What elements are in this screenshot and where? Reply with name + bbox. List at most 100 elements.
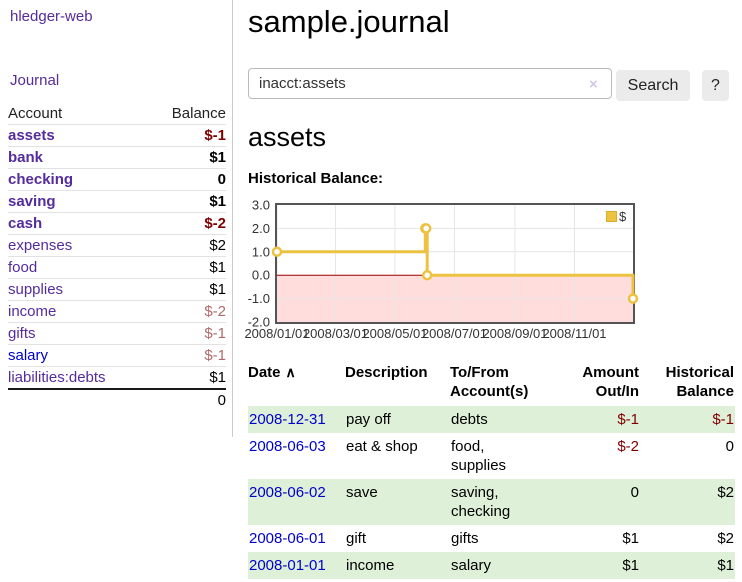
txn-description: save <box>346 484 378 501</box>
txn-balance: 0 <box>725 438 734 455</box>
txn-accounts: salary <box>451 557 492 574</box>
account-row: saving $1 <box>8 190 226 213</box>
account-column-header: Account <box>8 105 63 122</box>
y-tick-label: 2.0 <box>252 221 270 236</box>
accounts-total-value: 0 <box>168 388 226 411</box>
x-tick-label: 2008/05/01 <box>362 326 427 341</box>
amount-column-header: Amount Out/In <box>582 364 639 400</box>
search-input[interactable] <box>248 68 612 99</box>
account-row: income $-2 <box>8 300 226 323</box>
txn-amount: 0 <box>630 484 639 501</box>
x-tick-label: 2008/01/01 <box>244 326 309 341</box>
txn-date-link[interactable]: 2008-06-03 <box>249 438 326 455</box>
y-tick-label: -2.0 <box>248 315 270 330</box>
y-tick-label: 1.0 <box>252 244 270 259</box>
account-link-food[interactable]: food <box>8 259 38 276</box>
plot-border <box>275 203 635 324</box>
account-link-expenses[interactable]: expenses <box>8 237 73 254</box>
data-point-marker <box>420 223 432 234</box>
legend-label: $ <box>619 209 627 224</box>
register-table: Date ∧ Description To/From Account(s) Amo… <box>248 360 735 579</box>
account-row: checking 0 <box>8 168 226 191</box>
sort-ascending-icon[interactable]: ∧ <box>285 364 296 380</box>
txn-accounts: gifts <box>451 530 479 547</box>
account-link-saving[interactable]: saving <box>8 193 56 210</box>
account-link-checking[interactable]: checking <box>8 171 74 188</box>
register-header-row: Date ∧ Description To/From Account(s) Amo… <box>248 360 735 406</box>
account-link-salary[interactable]: salary <box>8 347 49 364</box>
txn-balance: $-1 <box>712 411 734 428</box>
data-point-marker <box>627 293 639 304</box>
page-title: sample.journal <box>248 4 450 39</box>
account-link-income[interactable]: income <box>8 303 57 320</box>
account-balance: $-2 <box>168 212 226 235</box>
account-balance: $1 <box>168 366 226 389</box>
account-link-supplies[interactable]: supplies <box>8 281 64 298</box>
x-tick-label: 2008/07/01 <box>422 326 487 341</box>
account-balance: $1 <box>168 146 226 169</box>
account-balance: $-1 <box>168 322 226 345</box>
account-row: liabilities:debts $1 <box>8 366 226 389</box>
txn-balance: $1 <box>717 557 734 574</box>
x-tick-label: 2008/03/01 <box>303 326 368 341</box>
balance-column-header: Balance <box>171 105 226 122</box>
txn-description: gift <box>346 530 367 547</box>
txn-description: eat & shop <box>346 438 418 455</box>
description-column-header: Description <box>345 364 428 381</box>
clear-search-icon[interactable]: × <box>589 76 598 93</box>
account-table-header: Account Balance <box>8 103 226 125</box>
account-balance-table: Account Balance assets $-1 bank $1 check… <box>8 103 226 411</box>
y-tick-label: 3.0 <box>252 198 270 213</box>
account-balance: $-1 <box>168 344 226 367</box>
txn-description: income <box>346 557 395 574</box>
legend-swatch-icon <box>606 211 617 222</box>
account-link-gifts[interactable]: gifts <box>8 325 36 342</box>
account-row: gifts $-1 <box>8 322 226 345</box>
help-button[interactable]: ? <box>702 70 729 101</box>
account-heading: assets <box>248 122 327 152</box>
sidebar: hledger-web Journal Account Balance asse… <box>0 0 233 437</box>
account-balance: 0 <box>168 168 226 191</box>
account-link-assets[interactable]: assets <box>8 127 55 144</box>
accounts-total-row: 0 <box>8 388 226 411</box>
account-row: expenses $2 <box>8 234 226 257</box>
txn-balance: $2 <box>717 530 734 547</box>
tofrom-column-header: To/From Account(s) <box>450 364 529 400</box>
txn-accounts: debts <box>451 411 488 428</box>
historical-balance-column-header: Historical Balance <box>665 364 734 400</box>
txn-amount: $1 <box>622 530 639 547</box>
txn-date-link[interactable]: 2008-06-02 <box>249 484 326 501</box>
account-balance: $1 <box>168 256 226 279</box>
y-tick-label: -1.0 <box>248 291 270 306</box>
account-row: supplies $1 <box>8 278 226 301</box>
x-tick-label: 2008/09/01 <box>482 326 547 341</box>
account-row: bank $1 <box>8 146 226 169</box>
account-link-bank[interactable]: bank <box>8 149 44 166</box>
data-point-marker <box>271 246 283 258</box>
account-balance: $1 <box>168 278 226 301</box>
x-tick-label: 2008/11/01 <box>542 326 606 341</box>
sidebar-item-journal[interactable]: Journal <box>10 72 60 89</box>
txn-date-link[interactable]: 2008-06-01 <box>249 530 326 547</box>
account-balance: $2 <box>168 234 226 257</box>
search-button[interactable]: Search <box>616 70 690 101</box>
account-row: food $1 <box>8 256 226 279</box>
txn-date-link[interactable]: 2008-12-31 <box>249 411 326 428</box>
txn-amount: $-2 <box>617 438 639 455</box>
account-link-liabilities-debts[interactable]: liabilities:debts <box>8 369 106 386</box>
account-row: salary $-1 <box>8 344 226 367</box>
register-row: 2008-06-03 eat & shop food, supplies $-2… <box>248 433 735 479</box>
brand-link[interactable]: hledger-web <box>10 8 93 25</box>
account-link-cash[interactable]: cash <box>8 215 43 232</box>
register-row: 2008-06-01 gift gifts $1 $2 <box>248 525 735 552</box>
txn-description: pay off <box>346 411 391 428</box>
txn-accounts: saving, checking <box>451 484 511 520</box>
chart-title: Historical Balance: <box>248 170 384 187</box>
date-column-header[interactable]: Date ∧ <box>248 364 296 381</box>
account-row: cash $-2 <box>8 212 226 235</box>
account-balance: $-1 <box>168 124 226 147</box>
txn-amount: $-1 <box>617 411 639 428</box>
txn-date-link[interactable]: 2008-01-01 <box>249 557 326 574</box>
register-row: 2008-01-01 income salary $1 $1 <box>248 552 735 579</box>
